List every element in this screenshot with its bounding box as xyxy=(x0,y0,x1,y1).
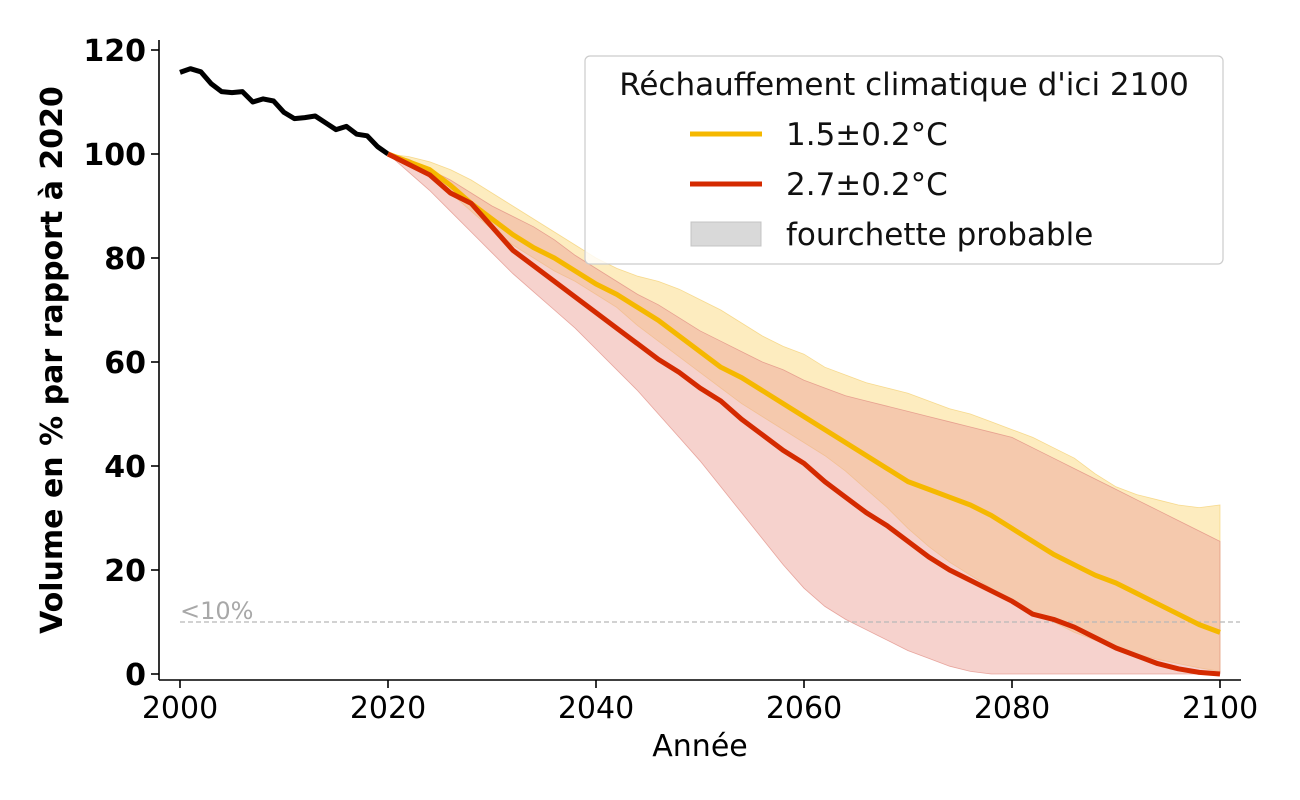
y-tick-label: 40 xyxy=(104,450,146,485)
y-tick-label: 20 xyxy=(104,554,146,589)
x-tick-label: 2020 xyxy=(350,691,426,726)
y-tick-label: 80 xyxy=(104,242,146,277)
y-tick-label: 60 xyxy=(104,346,146,381)
legend-swatch-band xyxy=(690,221,762,247)
x-tick-label: 2100 xyxy=(1182,691,1258,726)
y-tick-label: 100 xyxy=(83,138,146,173)
legend-entry-high: 2.7±0.2°C xyxy=(786,167,948,203)
series-line-low xyxy=(387,151,1221,635)
series-line-high xyxy=(386,151,1221,677)
y-tick-label: 120 xyxy=(83,34,146,69)
series-lines xyxy=(179,66,1221,677)
legend-title: Réchauffement climatique d'ici 2100 xyxy=(619,67,1189,103)
x-tick-label: 2080 xyxy=(974,691,1050,726)
legend: Réchauffement climatique d'ici 2100 1.5±… xyxy=(584,55,1224,265)
y-axis-label: Volume en % par rapport à 2020 xyxy=(35,86,70,634)
series-line-historical xyxy=(179,66,390,157)
threshold-label: <10% xyxy=(180,597,253,625)
y-tick-label: 0 xyxy=(125,658,146,693)
x-axis-label: Année xyxy=(652,729,747,764)
x-tick-label: 2060 xyxy=(766,691,842,726)
x-tick-label: 2000 xyxy=(142,691,218,726)
x-tick-label: 2040 xyxy=(558,691,634,726)
legend-entry-band: fourchette probable xyxy=(786,217,1093,253)
legend-entry-low: 1.5±0.2°C xyxy=(786,117,948,153)
legend-frame xyxy=(584,55,1224,265)
